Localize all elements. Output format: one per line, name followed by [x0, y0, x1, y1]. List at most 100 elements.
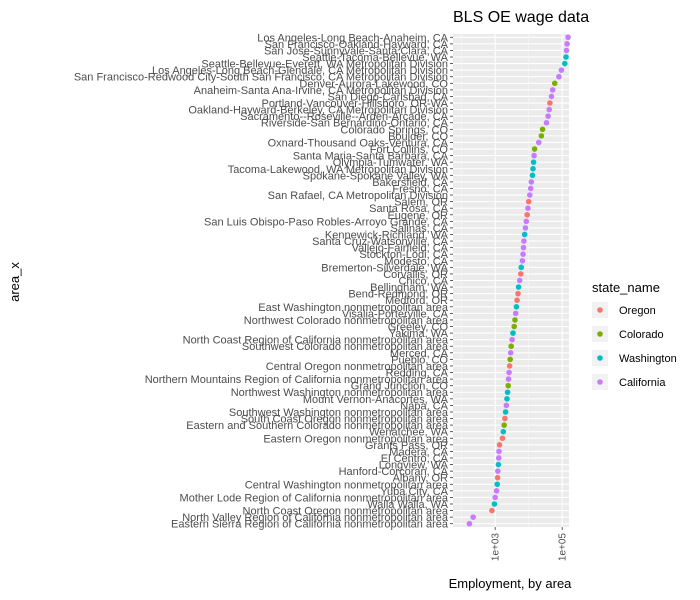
y-tick-label: Stockton-Lodi, CA [359, 249, 448, 261]
data-point [563, 47, 570, 54]
y-tick-label: San Francisco-Redwood City-South San Fra… [74, 72, 448, 84]
y-tick-label: Boulder, CO [388, 131, 448, 143]
data-point [494, 481, 501, 488]
data-point [513, 303, 520, 310]
data-point [525, 198, 532, 205]
y-tick-label: Kennewick-Richland, WA [325, 229, 449, 241]
y-tick-label: Central Washington nonmetropolitan area [245, 479, 449, 491]
legend-label: Colorado [619, 329, 664, 341]
y-tick-label: Eastern Oregon nonmetropolitan area [263, 433, 449, 445]
y-tick-label: Riverside-San Bernardino-Ontario, CA [261, 118, 449, 130]
data-point [506, 369, 512, 376]
y-tick-label: Vallejo-Fairfield, CA [352, 243, 449, 255]
y-tick-label: Medford, OR [385, 295, 448, 307]
data-point [539, 126, 546, 133]
data-point [504, 389, 511, 396]
y-tick-label: Fresno, CA [392, 183, 448, 195]
data-point [551, 80, 558, 87]
data-point [502, 409, 509, 415]
y-tick-label: Walla Walla, WA [367, 499, 448, 511]
data-point [504, 396, 510, 402]
y-tick-label: Corvallis, OR [383, 269, 448, 281]
y-tick-label: Salinas, CA [391, 223, 449, 235]
legend: state_name Oregon Colorado Washington Calif… [592, 280, 677, 390]
y-tick-label: South Coast Oregon nonmetropolitan area [241, 414, 449, 426]
y-tick-label: Visalia-Porterville, CA [342, 308, 449, 320]
y-tick-label: San Rafael, CA Metropolitan Division [268, 190, 448, 202]
chart-title: BLS OE wage data [453, 9, 589, 26]
data-point [499, 435, 506, 442]
y-tick-label: Greeley, CO [388, 322, 449, 334]
y-tick-label: Yuba City, CA [380, 486, 448, 498]
legend-key-dot [597, 307, 603, 313]
data-point [495, 468, 501, 474]
y-tick-label: Central Oregon nonmetropolitan area [266, 361, 449, 373]
y-tick-label: San Jose-Sunnyvale-Santa Clara, CA [264, 45, 449, 57]
y-tick-label: Albany, OR [393, 473, 448, 485]
data-point [529, 172, 536, 179]
y-tick-label: Santa Cruz-Watsonville, CA [312, 236, 449, 248]
data-point [558, 67, 565, 73]
data-point [500, 428, 507, 435]
data-point [523, 218, 530, 225]
y-tick-label: Grants Pass, OR [365, 440, 448, 452]
data-point [505, 382, 512, 389]
x-axis-tick-labels: 1e+03 1e+05 [491, 527, 569, 561]
data-point [494, 474, 501, 481]
data-point [548, 93, 555, 100]
data-point [520, 244, 527, 251]
y-tick-label: Sacramento--Roseville--Arden-Arcade, CA [240, 111, 449, 123]
y-tick-label: Mount Vernon-Anacortes, WA [303, 394, 449, 406]
data-point [524, 211, 530, 218]
x-tick-label: 1e+03 [491, 533, 502, 562]
data-point [496, 448, 502, 455]
data-point [564, 41, 570, 47]
y-tick-label: Portland-Vancouver-Hillsboro, OR-WA [262, 98, 449, 110]
y-tick-label: Los Angeles-Long Beach-Anaheim, CA [257, 32, 448, 44]
data-point [518, 264, 525, 271]
data-point [556, 73, 562, 80]
y-tick-label: Tacoma-Lakewood, WA Metropolitan Divisio… [228, 164, 448, 176]
data-point [489, 507, 495, 514]
data-point [522, 225, 529, 231]
y-tick-label: Anaheim-Santa Ana-Irvine, CA Metropolita… [194, 85, 448, 97]
y-tick-label: North Coast Region of California nonmetr… [183, 335, 449, 347]
y-tick-label: Madera, CA [389, 446, 448, 458]
data-point [505, 376, 512, 382]
data-point [530, 165, 536, 172]
y-tick-label: Oxnard-Thousand Oaks-Ventura, CA [268, 137, 449, 149]
y-tick-label: Oakland-Hayward-Berkeley, CA Metropolita… [188, 105, 448, 117]
y-tick-label: Redding, CA [386, 368, 449, 380]
y-tick-label: Santa Maria-Santa Barbara, CA [293, 151, 449, 163]
data-point [501, 422, 507, 428]
y-tick-label: Wenatchee, WA [369, 427, 449, 439]
data-point [508, 343, 514, 350]
data-point [515, 284, 522, 290]
data-point [516, 277, 523, 284]
data-point [565, 34, 571, 41]
x-axis-title: Employment, by area [449, 576, 573, 591]
data-point [519, 257, 526, 264]
data-point [512, 317, 518, 323]
y-tick-label: Spokane-Spokane Valley, WA [303, 170, 449, 182]
y-tick-label: Eastern Sierra Region of California nonm… [171, 519, 449, 531]
data-point [470, 514, 476, 520]
legend-key-dot [597, 331, 603, 337]
data-point [510, 330, 516, 336]
y-tick-label: Napa, CA [400, 400, 448, 412]
y-tick-label: Southwest Colorado nonmetropolitan area [242, 341, 449, 353]
y-tick-label: Bellingham, WA [370, 282, 449, 294]
data-point [492, 494, 498, 501]
legend-label: California [619, 377, 666, 389]
data-point [528, 179, 535, 185]
data-point [466, 520, 473, 527]
data-point [543, 119, 550, 126]
data-point [521, 231, 528, 238]
data-point [563, 54, 569, 60]
data-point [531, 152, 537, 159]
y-tick-label: Fort Collins, CO [370, 144, 449, 156]
y-tick-label: East Washington nonmetropolitan area [258, 302, 449, 314]
legend-key-dot [597, 379, 603, 385]
y-tick-label: San Francisco-Oakland-Hayward, CA [265, 39, 449, 51]
